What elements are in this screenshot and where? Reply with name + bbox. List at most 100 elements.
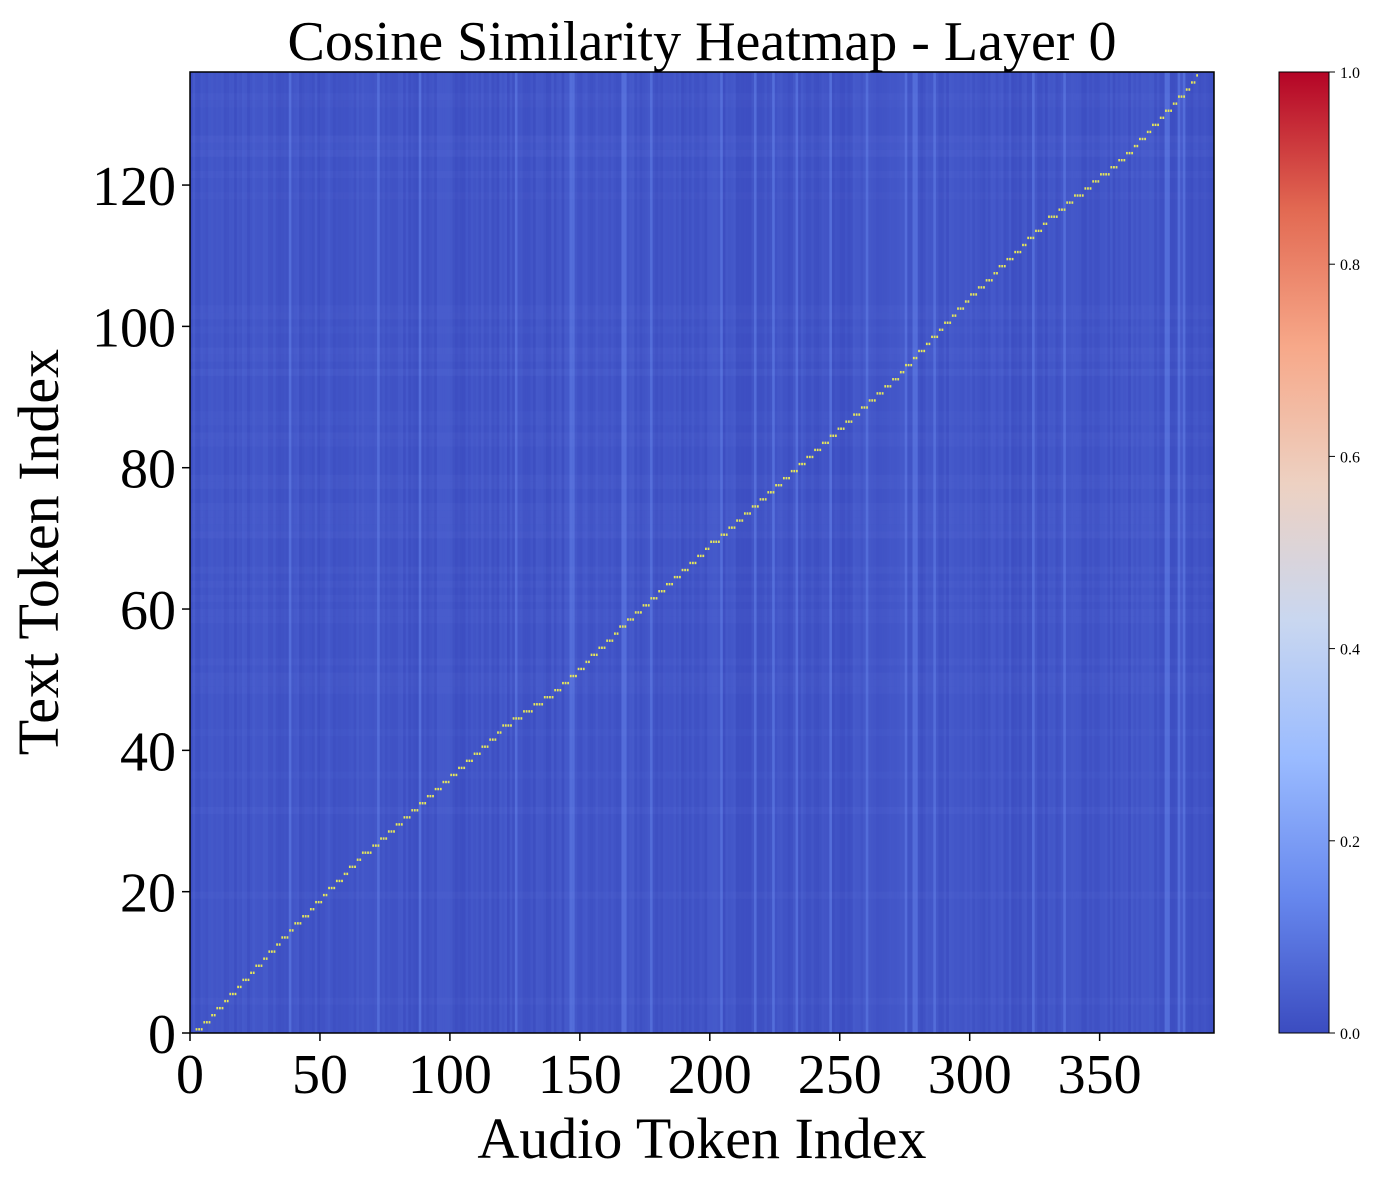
heatmap-column bbox=[657, 72, 661, 1033]
heatmap-row bbox=[190, 192, 1214, 199]
y-axis-label: Text Token Index bbox=[6, 349, 71, 755]
heatmap-column bbox=[522, 72, 526, 1033]
heatmap-column bbox=[351, 72, 355, 1033]
heatmap-column bbox=[582, 72, 586, 1033]
heatmap-column bbox=[624, 72, 628, 1033]
alignment-cell bbox=[1167, 109, 1170, 112]
alignment-cell bbox=[608, 639, 611, 642]
x-tick-label: 250 bbox=[798, 1044, 882, 1106]
heatmap-column bbox=[1089, 72, 1093, 1033]
heatmap-row bbox=[190, 93, 1214, 101]
heatmap-column bbox=[1029, 72, 1033, 1033]
alignment-cell bbox=[460, 766, 463, 770]
alignment-cell bbox=[811, 455, 814, 459]
alignment-cell bbox=[432, 794, 434, 798]
alignment-cell bbox=[1003, 264, 1006, 268]
heatmap-column bbox=[834, 72, 838, 1033]
heatmap-column bbox=[824, 72, 828, 1033]
alignment-cell bbox=[515, 717, 518, 720]
heatmap-row bbox=[190, 772, 1214, 779]
heatmap-column bbox=[457, 72, 461, 1033]
heatmap-column bbox=[301, 72, 305, 1033]
alignment-cell bbox=[216, 1006, 219, 1010]
alignment-cell bbox=[715, 540, 718, 543]
heatmap-column bbox=[1076, 72, 1080, 1033]
heatmap-column bbox=[1000, 72, 1004, 1033]
alignment-cell bbox=[653, 597, 655, 600]
colorbar-tick-label: 0.2 bbox=[1340, 834, 1360, 851]
heatmap-column bbox=[587, 72, 591, 1033]
heatmap-column bbox=[1102, 72, 1106, 1033]
alignment-cell bbox=[627, 618, 629, 621]
alignment-cell bbox=[933, 335, 936, 339]
alignment-cell bbox=[369, 851, 372, 854]
alignment-cell bbox=[972, 293, 975, 296]
alignment-cell bbox=[1120, 158, 1123, 162]
heatmap-column bbox=[439, 72, 443, 1033]
alignment-cell bbox=[1193, 81, 1196, 84]
alignment-cell bbox=[543, 696, 546, 699]
alignment-cell bbox=[286, 936, 289, 939]
alignment-cell bbox=[824, 441, 827, 445]
alignment-cell bbox=[832, 434, 835, 437]
alignment-cell bbox=[299, 922, 302, 925]
alignment-cell bbox=[637, 611, 640, 614]
heatmap-column bbox=[260, 72, 264, 1033]
alignment-cell bbox=[788, 476, 790, 480]
heatmap-column bbox=[1013, 72, 1017, 1033]
alignment-cell bbox=[395, 823, 398, 826]
alignment-cell bbox=[1183, 95, 1186, 98]
heatmap-row bbox=[190, 609, 1214, 617]
heatmap-column bbox=[1112, 72, 1116, 1033]
heatmap-column bbox=[787, 72, 791, 1033]
alignment-cell bbox=[1040, 229, 1043, 233]
heatmap-column bbox=[631, 72, 635, 1033]
heatmap-column bbox=[410, 72, 414, 1033]
heatmap-row bbox=[190, 474, 1214, 482]
heatmap-column bbox=[883, 72, 887, 1033]
heatmap-column bbox=[886, 72, 890, 1033]
heatmap-column bbox=[491, 72, 495, 1033]
alignment-cell bbox=[663, 590, 666, 593]
alignment-cell bbox=[575, 674, 577, 678]
heatmap-column bbox=[436, 72, 440, 1033]
heatmap-column bbox=[608, 72, 612, 1033]
heatmap-column bbox=[447, 72, 451, 1033]
alignment-cell bbox=[694, 561, 697, 565]
heatmap-column bbox=[850, 72, 854, 1033]
heatmap-column bbox=[990, 72, 994, 1033]
alignment-cell bbox=[588, 660, 590, 664]
heatmap-column bbox=[938, 72, 942, 1033]
alignment-cell bbox=[221, 1006, 224, 1010]
heatmap-column bbox=[190, 72, 193, 1033]
heatmap-row bbox=[190, 411, 1214, 418]
alignment-cell bbox=[294, 922, 297, 925]
heatmap-column bbox=[922, 72, 926, 1033]
heatmap-column bbox=[1081, 72, 1085, 1033]
alignment-cell bbox=[504, 724, 507, 727]
heatmap-column bbox=[244, 72, 248, 1033]
alignment-cell bbox=[325, 893, 328, 897]
alignment-cell bbox=[764, 498, 767, 501]
alignment-cell bbox=[234, 992, 237, 996]
heatmap-column bbox=[249, 72, 253, 1033]
alignment-cell bbox=[655, 597, 658, 600]
heatmap-column bbox=[1208, 72, 1212, 1033]
alignment-cell bbox=[523, 710, 525, 713]
heatmap-row bbox=[190, 658, 1214, 666]
alignment-cell bbox=[559, 688, 562, 692]
heatmap-column bbox=[702, 72, 705, 1033]
heatmap-column bbox=[790, 72, 794, 1033]
heatmap-column bbox=[915, 72, 919, 1033]
heatmap-column bbox=[795, 72, 799, 1033]
alignment-cell bbox=[712, 540, 715, 543]
heatmap-column bbox=[405, 72, 409, 1033]
heatmap-column bbox=[1167, 72, 1171, 1033]
heatmap-row bbox=[190, 806, 1214, 814]
alignment-cell bbox=[224, 999, 226, 1003]
alignment-cell bbox=[881, 392, 884, 395]
heatmap-column bbox=[223, 72, 227, 1033]
heatmap-column bbox=[501, 72, 505, 1033]
alignment-cell bbox=[1141, 137, 1144, 141]
heatmap-column bbox=[740, 72, 744, 1033]
